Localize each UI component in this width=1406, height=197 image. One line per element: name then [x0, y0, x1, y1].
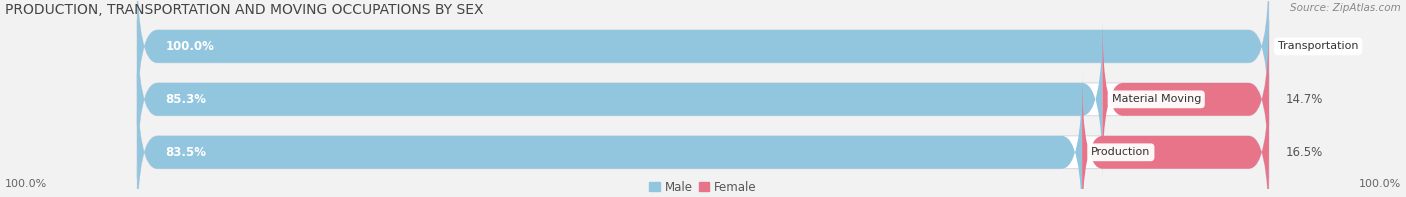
FancyBboxPatch shape — [138, 20, 1268, 178]
FancyBboxPatch shape — [138, 0, 1268, 125]
Legend: Male, Female: Male, Female — [645, 176, 761, 197]
FancyBboxPatch shape — [138, 0, 1268, 125]
FancyBboxPatch shape — [138, 73, 1083, 197]
Text: 100.0%: 100.0% — [1360, 179, 1402, 189]
FancyBboxPatch shape — [1102, 20, 1268, 178]
Text: 0.0%: 0.0% — [1286, 40, 1316, 53]
FancyBboxPatch shape — [138, 20, 1102, 178]
Text: Material Moving: Material Moving — [1112, 94, 1201, 104]
Text: 85.3%: 85.3% — [166, 93, 207, 106]
FancyBboxPatch shape — [1083, 73, 1268, 197]
Text: 100.0%: 100.0% — [4, 179, 46, 189]
Text: 100.0%: 100.0% — [166, 40, 214, 53]
FancyBboxPatch shape — [138, 73, 1268, 197]
Text: 16.5%: 16.5% — [1286, 146, 1323, 159]
Text: 14.7%: 14.7% — [1286, 93, 1323, 106]
Text: PRODUCTION, TRANSPORTATION AND MOVING OCCUPATIONS BY SEX: PRODUCTION, TRANSPORTATION AND MOVING OC… — [4, 3, 484, 17]
Text: Transportation: Transportation — [1278, 41, 1358, 51]
Text: 83.5%: 83.5% — [166, 146, 207, 159]
Text: Source: ZipAtlas.com: Source: ZipAtlas.com — [1291, 3, 1402, 13]
Text: Production: Production — [1091, 147, 1150, 157]
